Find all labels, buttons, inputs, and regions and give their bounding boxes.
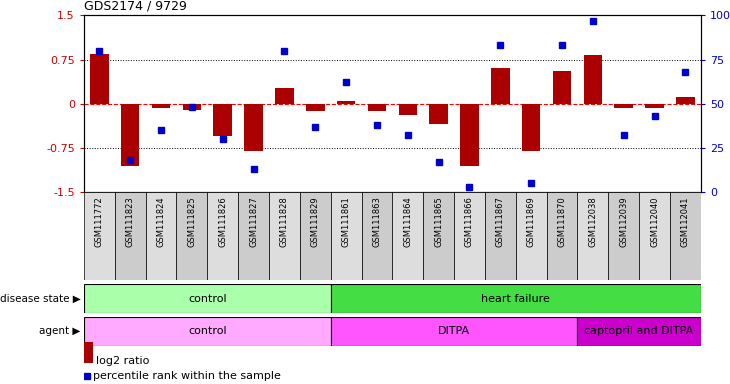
Bar [331,192,361,280]
Bar [577,317,701,346]
Text: captopril and DITPA: captopril and DITPA [585,326,694,336]
Text: GSM112040: GSM112040 [650,197,659,247]
Bar [331,284,701,313]
Text: percentile rank within the sample: percentile rank within the sample [93,371,281,381]
Bar [361,192,393,280]
Bar [676,97,695,104]
Text: GSM111863: GSM111863 [372,197,382,247]
Text: GSM111826: GSM111826 [218,197,227,247]
Text: GSM111824: GSM111824 [156,197,166,247]
Text: GSM112041: GSM112041 [681,197,690,247]
Bar [460,104,479,166]
Text: GSM111866: GSM111866 [465,197,474,247]
Text: GSM112038: GSM112038 [588,197,597,247]
Bar [182,104,201,109]
Text: GSM111870: GSM111870 [558,197,566,247]
Bar [515,192,547,280]
Bar [115,192,145,280]
Bar [547,192,577,280]
Text: agent ▶: agent ▶ [39,326,80,336]
Text: GSM111864: GSM111864 [403,197,412,247]
Bar [90,54,109,104]
Bar [152,104,170,108]
Bar [275,88,293,104]
Bar [423,192,454,280]
Text: GSM111827: GSM111827 [249,197,258,247]
Bar [331,317,577,346]
Bar [84,192,115,280]
Bar [393,192,423,280]
Bar [121,104,139,166]
Text: GDS2174 / 9729: GDS2174 / 9729 [84,0,187,13]
Text: GSM112039: GSM112039 [619,197,629,247]
Text: DITPA: DITPA [438,326,470,336]
Bar [645,104,664,108]
Text: control: control [188,293,226,304]
Text: GSM111772: GSM111772 [95,197,104,247]
Text: GSM111828: GSM111828 [280,197,289,247]
Bar [608,192,639,280]
Text: GSM111867: GSM111867 [496,197,505,247]
Bar [615,104,633,108]
Bar [399,104,417,116]
Text: GSM111869: GSM111869 [526,197,536,247]
Text: GSM111825: GSM111825 [188,197,196,247]
Bar [177,192,207,280]
Bar [145,192,177,280]
Bar [583,55,602,104]
Bar [238,192,269,280]
Bar [269,192,300,280]
Bar [639,192,670,280]
Bar [454,192,485,280]
Text: GSM111823: GSM111823 [126,197,135,247]
Bar [522,104,540,151]
Bar [213,104,232,136]
Bar [207,192,238,280]
Bar [306,104,325,111]
Bar [485,192,515,280]
Bar [300,192,331,280]
Text: disease state ▶: disease state ▶ [0,293,80,304]
Bar [245,104,263,151]
Bar [553,71,572,104]
Bar [670,192,701,280]
Text: heart failure: heart failure [481,293,550,304]
Bar [429,104,448,124]
Bar [337,101,356,104]
Text: GSM111865: GSM111865 [434,197,443,247]
Bar [368,104,386,111]
Bar [84,317,331,346]
Bar [84,284,331,313]
Text: GSM111829: GSM111829 [311,197,320,247]
Text: control: control [188,326,226,336]
Bar [491,68,510,104]
Bar [577,192,608,280]
Text: GSM111861: GSM111861 [342,197,350,247]
Text: log2 ratio: log2 ratio [96,356,149,366]
